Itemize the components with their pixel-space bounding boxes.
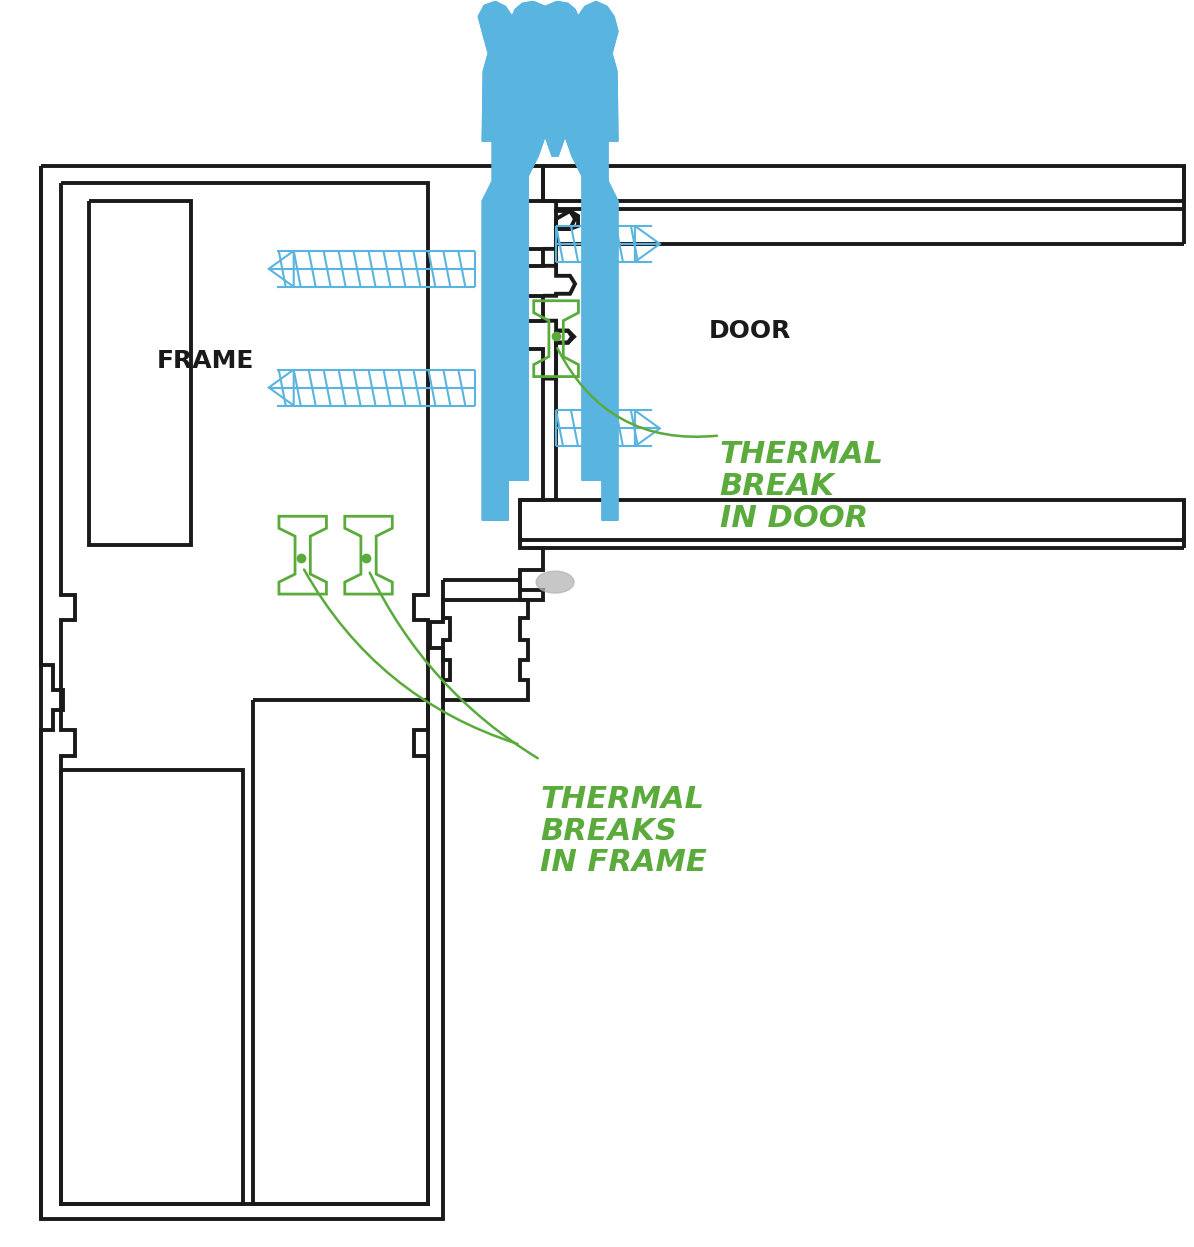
Text: FRAME: FRAME — [158, 349, 254, 373]
Ellipse shape — [536, 571, 574, 594]
Text: IN DOOR: IN DOOR — [720, 504, 868, 534]
Text: BREAK: BREAK — [720, 473, 835, 501]
Polygon shape — [479, 1, 618, 520]
Text: BREAKS: BREAKS — [540, 817, 677, 845]
Text: THERMAL: THERMAL — [540, 784, 704, 813]
Text: DOOR: DOOR — [708, 319, 790, 343]
Text: IN FRAME: IN FRAME — [540, 848, 707, 878]
Text: THERMAL: THERMAL — [720, 440, 884, 469]
